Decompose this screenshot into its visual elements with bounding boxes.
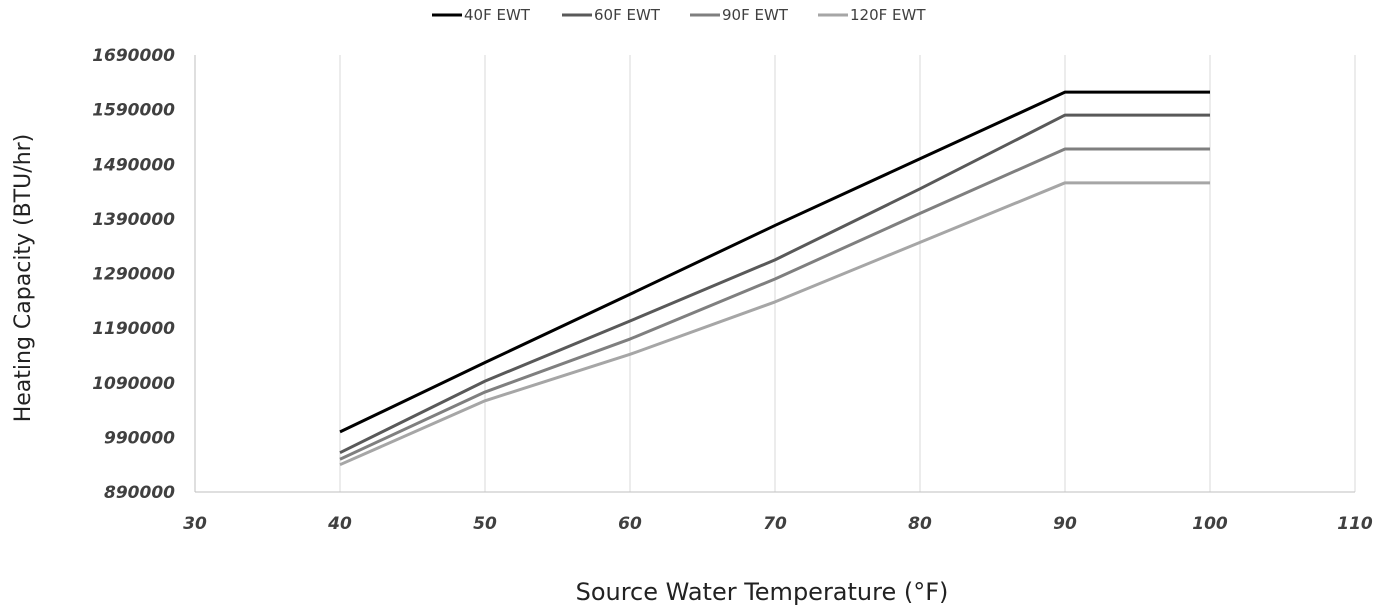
x-tick-label: 110	[1337, 514, 1373, 534]
y-tick-label: 1390000	[92, 210, 175, 230]
legend-item: 90F EWT	[690, 6, 789, 24]
y-tick-label: 1590000	[92, 101, 175, 121]
x-tick-label: 40	[327, 514, 352, 534]
legend-label: 40F EWT	[464, 6, 531, 24]
legend-label: 120F EWT	[850, 6, 926, 24]
legend-label: 90F EWT	[722, 6, 789, 24]
tick-labels: 890000 990000 1090000 1190000 1290000 1390000…	[92, 46, 1373, 534]
y-tick-label: 1490000	[92, 155, 175, 175]
y-tick-label: 990000	[104, 428, 175, 448]
y-axis-title: Heating Capacity (BTU/hr)	[11, 134, 36, 423]
x-tick-label: 100	[1192, 514, 1228, 534]
x-axis-title: Source Water Temperature (°F)	[576, 578, 949, 606]
x-tick-label: 30	[183, 514, 207, 534]
y-tick-label: 1690000	[92, 46, 175, 66]
x-tick-label: 50	[473, 514, 497, 534]
x-tick-label: 60	[618, 514, 642, 534]
x-tick-label: 70	[763, 514, 787, 534]
legend-label: 60F EWT	[594, 6, 661, 24]
x-tick-label: 90	[1053, 514, 1077, 534]
legend-item: 60F EWT	[562, 6, 661, 24]
legend: 40F EWT 60F EWT 90F EWT 120F EWT	[432, 6, 926, 24]
y-tick-label: 890000	[104, 483, 175, 503]
x-tick-label: 80	[908, 514, 932, 534]
legend-item: 40F EWT	[432, 6, 531, 24]
y-tick-label: 1090000	[92, 374, 175, 394]
legend-item: 120F EWT	[818, 6, 926, 24]
y-tick-label: 1190000	[92, 319, 175, 339]
y-tick-label: 1290000	[92, 265, 175, 285]
